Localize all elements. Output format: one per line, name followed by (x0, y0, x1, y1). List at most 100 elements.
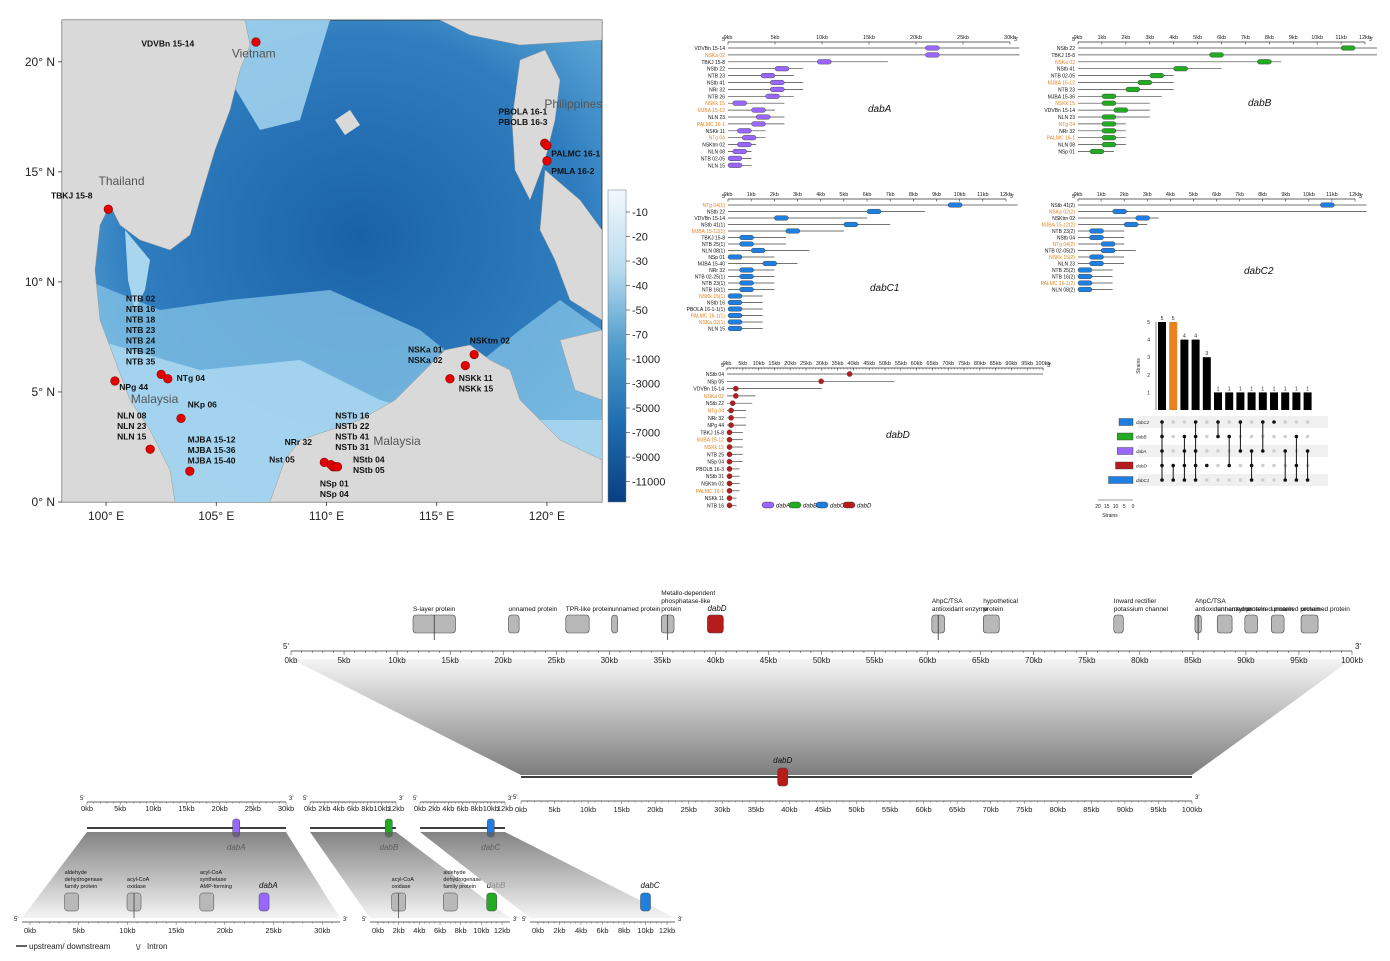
scale-tick-label: 0kb (285, 656, 298, 665)
scale-3prime: 3' (1195, 795, 1199, 801)
colorbar-label: -1000 (632, 354, 660, 366)
scale-tick-label: 95kb (1150, 805, 1166, 814)
scale-tick-label: 80kb (974, 361, 986, 367)
gene-mark (751, 107, 766, 113)
flank-gene-label: dehydrogenase (65, 877, 103, 883)
flank-gene-label: aldehyde (65, 870, 87, 876)
site-label: NSKa 01 (408, 344, 443, 354)
gene-box (508, 614, 520, 634)
gene-box (611, 614, 618, 634)
site-label: TBKJ 15-8 (51, 190, 93, 200)
scale-tick-label: 35kb (654, 656, 672, 665)
strain-label: NTB 25 (707, 452, 724, 458)
scale-tick-label: 11kb (1326, 192, 1338, 198)
scale-tick-label: 5kb (738, 361, 747, 367)
gene-mark (726, 495, 733, 501)
strain-label: NTB 16(2) (1052, 275, 1075, 281)
upset-dot (1261, 478, 1265, 482)
legend-swatch (815, 501, 829, 509)
upset-dot (1249, 420, 1254, 424)
gene-box (199, 892, 215, 912)
colorbar-label: -50 (632, 305, 648, 317)
scale-tick-label: 2kb (770, 192, 779, 198)
strain-label: NTg 04 (1059, 122, 1076, 128)
gene-mark (726, 502, 733, 509)
site-label: MJBA 15-36 (188, 445, 236, 455)
flank-gene-label: synthetase (200, 877, 227, 883)
lat-label: 15° N (25, 165, 55, 179)
site-label: PALMC 16-1 (551, 148, 600, 158)
country-labels: Vietnam Thailand Malaysia Malaysia Philippin… (98, 46, 602, 447)
scale-tick-label: 5kb (771, 35, 780, 41)
lon-label: 105° E (198, 509, 234, 523)
scale-tick-label: 5kb (1189, 192, 1198, 198)
site-marker (251, 37, 261, 47)
strain-label: NSKtm 02 (702, 143, 725, 149)
zoom-funnel (291, 659, 1352, 775)
gene-box (443, 892, 458, 912)
strain-label: VDVBn 15-14 (1044, 108, 1075, 114)
scale-tick-label: 7kb (1241, 35, 1250, 41)
strain-label: NLN 23 (1058, 262, 1075, 268)
scale-tick-label: 1kb (747, 192, 756, 198)
gene-mark (751, 121, 766, 127)
site-label: NLN 15 (117, 431, 147, 441)
scale-tick-label: 100kb (1341, 656, 1363, 665)
gene-mark (732, 100, 747, 106)
scale-3prime: 3' (1010, 194, 1014, 200)
scale-tick-label: 0kb (724, 35, 733, 41)
panel-title: dabC1 (870, 283, 899, 294)
gene-label: AhpC/TSA (932, 598, 963, 605)
site-label: NSTb 16 (335, 410, 369, 420)
upset-dot (1205, 463, 1209, 468)
upset-bar (1158, 322, 1166, 410)
scale-tick-label: 0kb (515, 805, 527, 814)
site-marker (176, 413, 186, 423)
panel-dabB: 5' 3' 0kb 1kb 2kb 3kb 4kb 5kb 6kb 7kb 8kb 9kb 10kb 11… (1044, 35, 1377, 156)
strain-label: PALMC 16-1(1) (691, 314, 726, 320)
scale-tick-label: 30kb (1004, 35, 1016, 41)
panel-title: dabB (1248, 98, 1272, 109)
site-label: NRr 32 (285, 437, 313, 447)
legend-label: dabA (776, 504, 790, 510)
upset-dot (1272, 463, 1276, 468)
strain-label: NSKtm 02 (701, 482, 724, 488)
site-marker (185, 466, 195, 476)
site-label: MJBA 15-12 (188, 435, 236, 445)
strain-label: VDVBn 15-14 (693, 387, 724, 393)
colorbar-label: -11000 (632, 477, 665, 489)
site-label: MJBA 15-40 (188, 456, 236, 466)
upset-bar-label: 4 (1194, 334, 1197, 340)
upset-set-label: dabA (1136, 449, 1147, 454)
upset-dot (1171, 449, 1175, 453)
strain-label: PBOLA 16-1-1(1) (687, 307, 726, 313)
gene-mark (727, 300, 743, 306)
gene-label: potassium channel (1114, 606, 1169, 613)
upset-bar-label: 1 (1217, 386, 1220, 392)
upset-dot (1227, 420, 1231, 424)
scale-tick-label: 75kb (1078, 656, 1096, 665)
gene-mark (727, 293, 743, 299)
upset-bar-label: 1 (1284, 386, 1287, 392)
scale-tick-label: 2kb (553, 926, 565, 935)
scale-tick-label: 6kb (596, 926, 608, 935)
upset-bar (1169, 322, 1178, 410)
scale-tick-label: 45kb (760, 656, 778, 665)
scale-tick-label: 90kb (1237, 656, 1255, 665)
scale-tick-label: 15kb (614, 805, 630, 814)
upset-dot (1205, 420, 1209, 424)
scale-tick-label: 30kb (278, 804, 294, 813)
strain-label: NSp 01 (1058, 150, 1075, 156)
scale-tick-label: 60kb (919, 656, 937, 665)
gene-mark (737, 128, 752, 134)
scale-tick-label: 20kb (217, 926, 233, 935)
scale-tick-label: 8kb (1258, 192, 1267, 198)
gene-mark (733, 385, 739, 392)
footer-legend: upstream/ downstream \/ Intron (16, 942, 167, 952)
upset-set-bar (1118, 418, 1134, 426)
strain-label: NSKk 15 (705, 101, 725, 107)
gene-mark (726, 473, 733, 480)
strain-label: MJBA 15-12(1) (692, 229, 726, 235)
panel-dabC1: 5' 3' 0kb 1kb 2kb 3kb 4kb 5kb 6kb 7kb 8kb 9kb 10kb 11… (687, 192, 1018, 333)
scale-tick-label: 4kb (333, 804, 345, 813)
